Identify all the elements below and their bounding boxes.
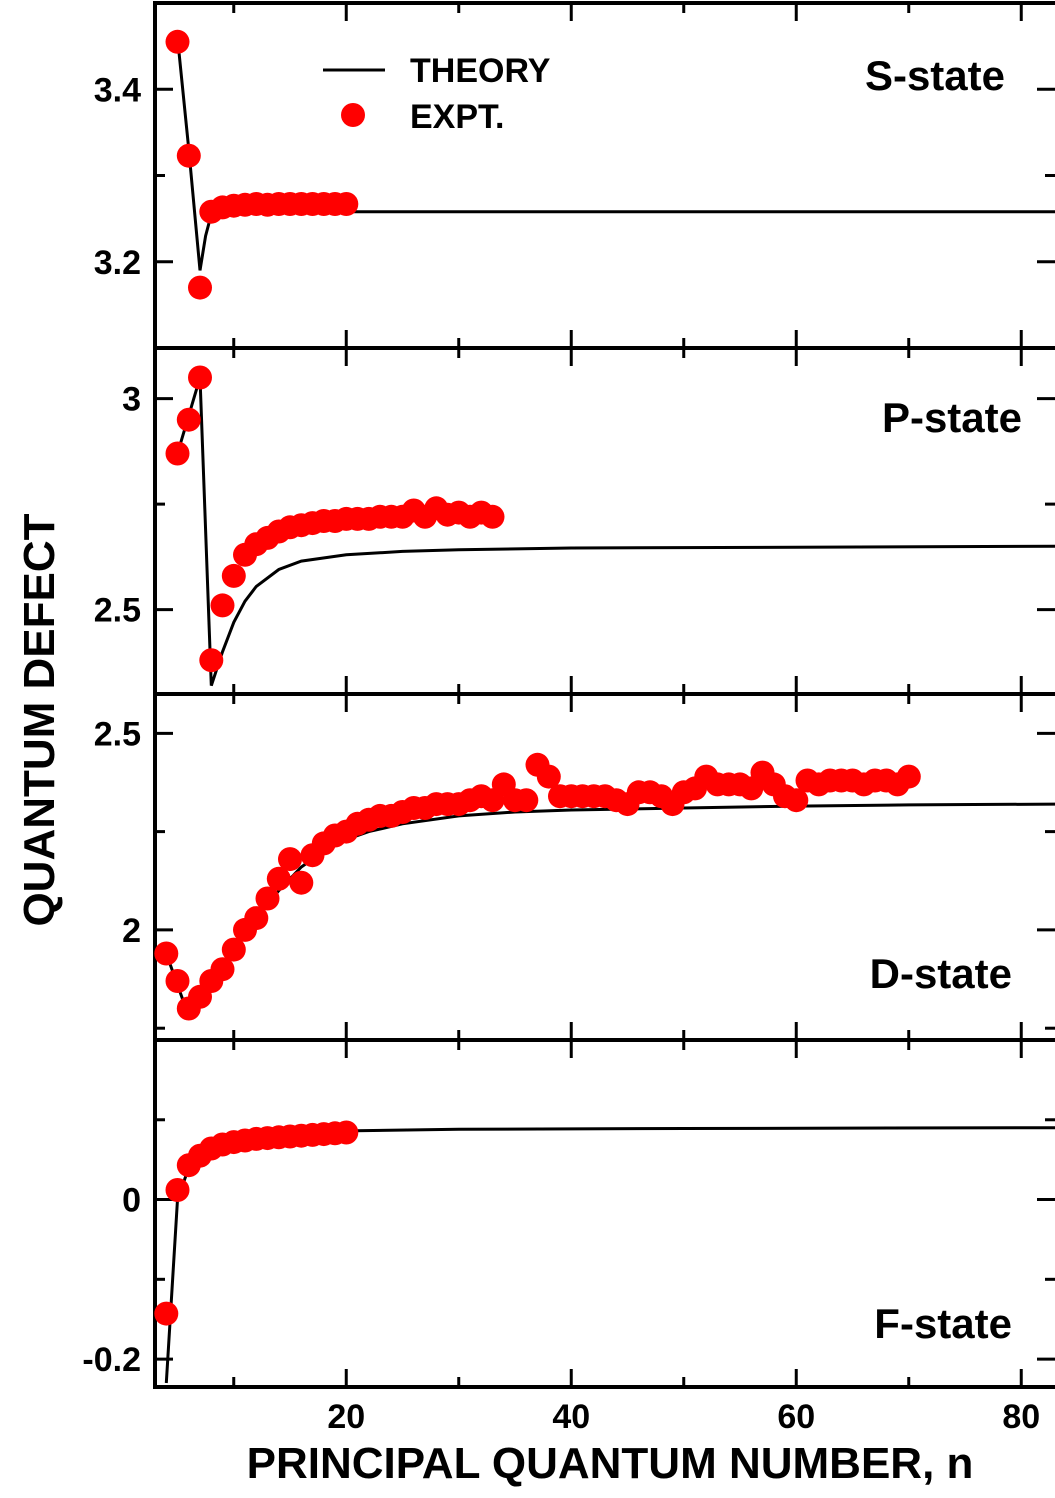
legend-theory-label: THEORY xyxy=(410,52,551,90)
expt-point xyxy=(514,788,539,813)
y-tick-label: 2.5 xyxy=(94,715,141,753)
expt-point xyxy=(221,563,246,588)
expt-point xyxy=(188,365,212,390)
panel-f-state: -0.2 0 F-state xyxy=(82,1038,1055,1389)
legend-expt-marker xyxy=(341,103,365,127)
expt-point xyxy=(334,1120,359,1145)
expt-point xyxy=(536,764,561,789)
expt-point xyxy=(244,906,269,931)
legend-expt-label: EXPT. xyxy=(410,98,504,136)
expt-point xyxy=(165,29,190,54)
y-tick-label: 3 xyxy=(122,381,141,419)
panel-label-f-state: F-state xyxy=(874,1300,1012,1347)
panel-p-state: 2.5 3 P-state xyxy=(94,346,1055,696)
panel-d-state: 2 2.5 D-state xyxy=(94,692,1055,1042)
expt-point xyxy=(334,192,359,216)
expt-point xyxy=(165,969,190,993)
expt-point xyxy=(896,764,921,789)
y-tick-label: 0 xyxy=(122,1182,141,1220)
panel-s-state: 3.2 3.4 S-state xyxy=(94,1,1055,350)
expt-point xyxy=(188,275,212,300)
y-tick-label: 2 xyxy=(122,912,141,950)
expt-point xyxy=(199,648,224,673)
x-tick-label: 40 xyxy=(552,1398,590,1436)
expt-point xyxy=(210,957,235,982)
x-tick-label: 80 xyxy=(1002,1398,1040,1436)
legend: THEORY EXPT. xyxy=(323,52,551,136)
y-tick-label: -0.2 xyxy=(82,1341,141,1379)
theory-line xyxy=(176,377,1055,687)
x-axis-title: PRINCIPAL QUANTUM NUMBER, n xyxy=(247,1439,974,1488)
expt-point xyxy=(255,886,280,911)
expt-point xyxy=(210,593,235,618)
expt-point xyxy=(154,941,179,966)
x-tick-label: 60 xyxy=(777,1398,815,1436)
expt-point xyxy=(165,1178,190,1202)
y-axis-title: QUANTUM DEFECT xyxy=(15,513,64,926)
expt-point xyxy=(176,407,201,432)
panel-label-s-state: S-state xyxy=(865,52,1005,99)
expt-point xyxy=(221,937,246,962)
panel-frame xyxy=(153,1038,1055,1389)
expt-point xyxy=(165,441,190,466)
expt-point xyxy=(784,788,809,813)
expt-point xyxy=(278,847,302,872)
y-tick-label: 3.4 xyxy=(94,71,141,109)
expt-point xyxy=(266,866,291,891)
expt-point xyxy=(176,143,201,168)
expt-point xyxy=(289,870,314,895)
expt-point xyxy=(480,504,505,529)
x-tick-label: 20 xyxy=(327,1398,365,1436)
y-tick-label: 2.5 xyxy=(94,592,141,630)
panel-label-p-state: P-state xyxy=(882,394,1022,441)
expt-point xyxy=(154,1301,179,1326)
panel-label-d-state: D-state xyxy=(870,950,1012,997)
y-tick-label: 3.2 xyxy=(94,244,141,282)
